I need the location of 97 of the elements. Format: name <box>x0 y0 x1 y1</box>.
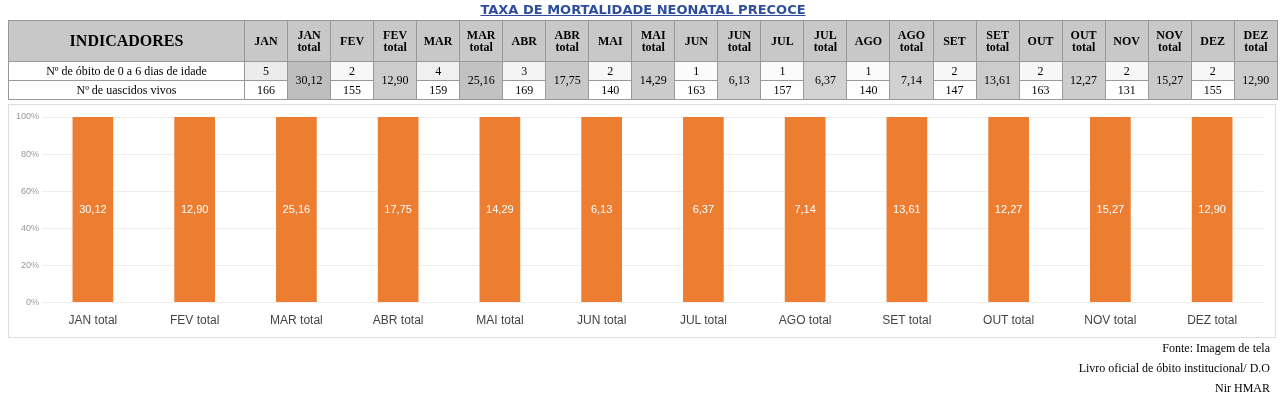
annotation: 6,37 <box>692 202 715 215</box>
x-tick-label: OUT total <box>1070 28 1097 54</box>
x-tick-label: FEV total <box>169 313 220 328</box>
data-label: 12,90 <box>1242 73 1270 87</box>
x-tick-label: ABR total <box>372 313 424 328</box>
x-tick-label: ABR total <box>554 28 580 54</box>
annotation: 14,29 <box>486 202 514 215</box>
x-tick-label: FEV total <box>383 28 408 54</box>
y-tick-label: 80% <box>21 148 40 159</box>
data-label: 140 <box>859 82 878 97</box>
x-tick-label: MAR total <box>270 313 323 328</box>
x-tick-label: JUN total <box>576 313 627 328</box>
data-label: 13,61 <box>984 73 1012 87</box>
data-label: 163 <box>1031 82 1050 97</box>
x-tick-label: JUL total <box>813 28 838 54</box>
annotation: 15,27 <box>1096 202 1125 215</box>
x-tick-label: NOV total <box>1084 313 1137 328</box>
y-tick-label: Nº de óbito de 0 a 6 dias de idade <box>46 63 207 78</box>
x-tick-label: SET <box>943 34 966 48</box>
x-tick-label: DEZ total <box>1187 313 1238 328</box>
x-tick-label: JUL total <box>679 313 727 328</box>
x-tick-label: MAR total <box>466 28 496 54</box>
annotation: 13,61 <box>893 202 921 215</box>
y-tick-label: Nº de uascidos vivos <box>76 82 177 97</box>
x-tick-label: JUN total <box>727 28 752 54</box>
data-label: 163 <box>687 82 706 97</box>
data-label: 1 <box>865 63 872 78</box>
x-tick-label: MAI total <box>476 313 524 328</box>
x-tick-label: OUT total <box>983 313 1035 328</box>
data-label: 1 <box>779 63 786 78</box>
data-label: 1 <box>693 63 700 78</box>
x-tick-label: AGO total <box>778 313 832 328</box>
data-label: 2 <box>1209 63 1216 78</box>
x-tick-label: DEZ total <box>1243 28 1269 54</box>
data-label: 157 <box>773 82 792 97</box>
data-label: 2 <box>1123 63 1130 78</box>
data-label: 155 <box>1203 82 1222 97</box>
data-label: 7,14 <box>900 73 922 87</box>
x-tick-label: SET total <box>882 313 932 328</box>
x-tick-label: JAN total <box>297 28 321 54</box>
y-tick-label: 40% <box>21 222 40 233</box>
x-tick-label: AGO total <box>897 28 926 54</box>
annotation: 25,16 <box>282 202 311 215</box>
text: Nir HMAR <box>1214 381 1270 395</box>
x-tick-label: MAI <box>597 34 623 48</box>
source-note: Fonte: Imagem de tela <box>1162 341 1270 355</box>
data-label: 17,75 <box>553 73 581 87</box>
x-tick-label: JUN <box>684 34 708 48</box>
x-tick-label: MAI total <box>640 28 666 54</box>
text: Livro oficial de óbito institucional/ D.O <box>1078 361 1270 375</box>
y-tick-label: 20% <box>21 259 40 270</box>
data-label: 25,16 <box>467 73 495 87</box>
x-tick-label: NOV total <box>1156 28 1183 54</box>
annotation: 12,27 <box>994 202 1023 215</box>
x-tick-label: MAR <box>423 34 453 48</box>
data-label: 3 <box>521 63 528 78</box>
data-label: 14,29 <box>639 73 667 87</box>
data-label: 131 <box>1117 82 1136 97</box>
x-tick-label: FEV <box>340 34 365 48</box>
data-label: 166 <box>257 82 276 97</box>
data-label: 6,13 <box>728 73 750 87</box>
annotation: 17,75 <box>384 202 412 215</box>
annotation: 12,90 <box>1198 202 1226 215</box>
x-tick-label: JAN total <box>68 313 118 328</box>
annotation: 12,90 <box>180 202 209 215</box>
data-label: 2 <box>1037 63 1044 78</box>
y-axis-title: INDICADORES <box>69 32 184 49</box>
annotation: 6,13 <box>590 202 613 215</box>
data-label: 30,12 <box>295 73 323 87</box>
x-tick-label: JAN <box>254 34 278 48</box>
data-label: 2 <box>951 63 958 78</box>
x-tick-label: JUL <box>771 34 794 48</box>
x-tick-label: AGO <box>854 34 883 48</box>
data-label: 2 <box>607 63 614 78</box>
y-tick-label: 0% <box>26 297 40 308</box>
data-label: 2 <box>349 63 356 78</box>
y-tick-label: 100% <box>15 111 40 122</box>
y-tick-label: 60% <box>21 185 40 196</box>
data-label: 169 <box>515 82 534 97</box>
x-tick-label: NOV <box>1113 34 1140 48</box>
x-tick-label: OUT <box>1027 34 1054 48</box>
annotation: 30,12 <box>79 202 107 215</box>
annotation: 7,14 <box>794 202 816 215</box>
x-tick-label: DEZ <box>1200 34 1226 48</box>
data-label: 12,90 <box>381 73 409 87</box>
data-label: 147 <box>945 82 964 97</box>
x-tick-label: ABR <box>511 34 537 48</box>
x-tick-label: SET total <box>985 28 1010 54</box>
data-label: 4 <box>435 63 442 78</box>
chart-title: TAXA DE MORTALIDADE NEONATAL PRECOCE <box>480 2 806 17</box>
data-label: 140 <box>601 82 620 97</box>
data-label: 6,37 <box>814 73 836 87</box>
data-label: 12,27 <box>1070 73 1098 87</box>
data-label: 159 <box>429 82 448 97</box>
data-label: 5 <box>263 63 270 78</box>
data-label: 155 <box>343 82 362 97</box>
data-label: 15,27 <box>1156 73 1184 87</box>
